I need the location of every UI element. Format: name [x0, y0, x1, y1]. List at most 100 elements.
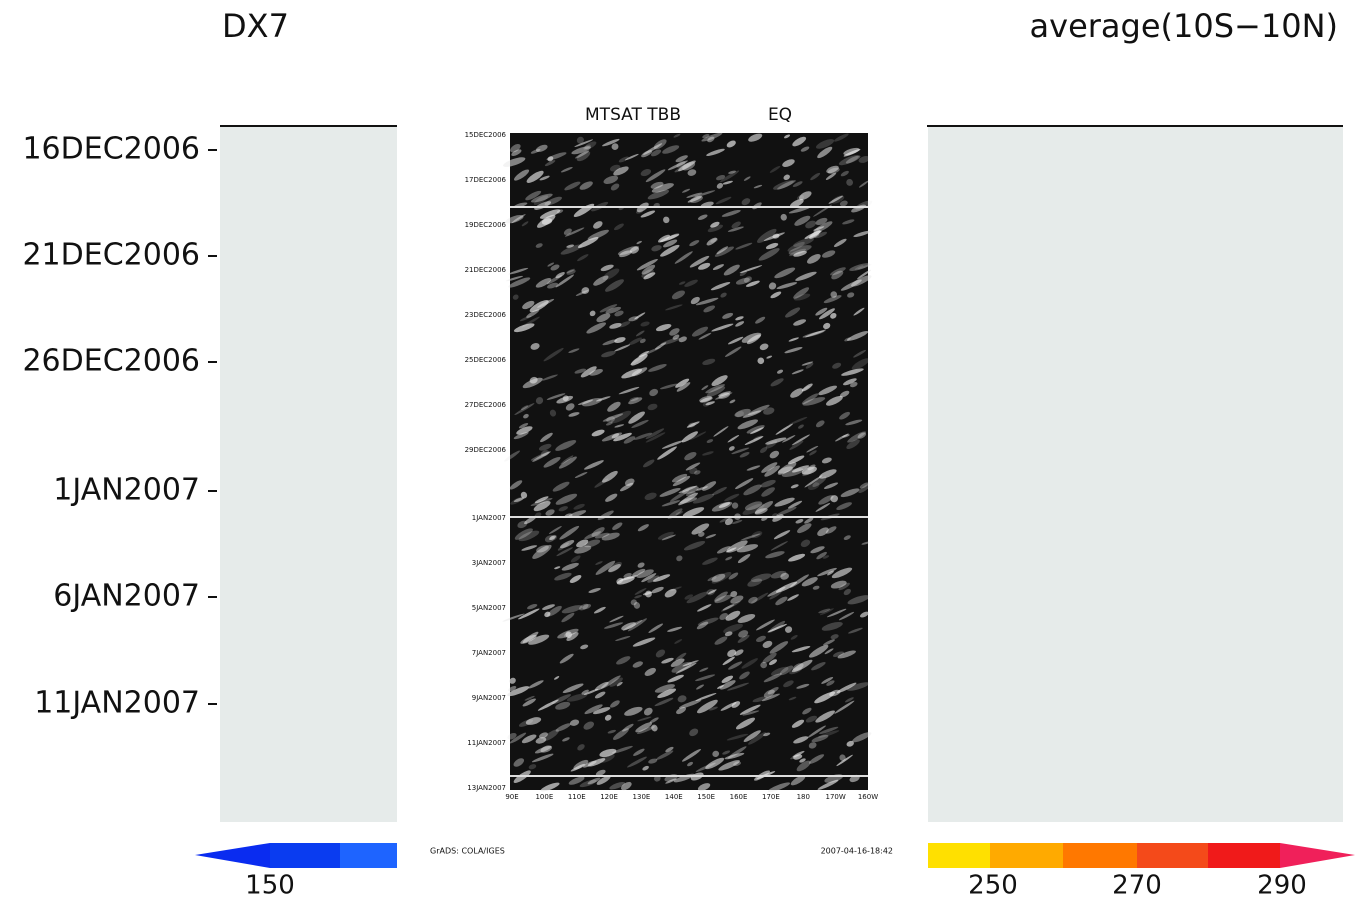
cloud	[719, 516, 731, 523]
cloud	[763, 689, 775, 698]
cloud	[832, 651, 845, 657]
cloud	[532, 544, 552, 559]
cloud	[566, 244, 575, 248]
cloud	[720, 292, 727, 298]
cloud	[602, 138, 620, 147]
cloud	[706, 588, 716, 596]
cloud	[689, 431, 707, 441]
cloud	[743, 484, 762, 496]
cloud	[674, 639, 683, 644]
cloud	[635, 722, 653, 733]
cloud	[793, 293, 811, 301]
cloud	[824, 648, 834, 655]
cloud	[702, 451, 714, 456]
cloud	[560, 455, 574, 465]
cloud	[765, 551, 785, 559]
cloud	[848, 627, 863, 634]
cloud	[801, 577, 818, 587]
cloud	[788, 553, 806, 562]
cloud	[742, 503, 765, 515]
cloud	[659, 383, 678, 390]
cloud	[724, 493, 740, 502]
cloud	[723, 623, 743, 634]
cloud	[691, 326, 709, 337]
cloud	[721, 600, 741, 612]
cloud	[544, 196, 562, 206]
cloud	[725, 547, 737, 553]
cloud	[605, 422, 613, 426]
cloud	[618, 386, 640, 395]
cloud	[526, 170, 544, 183]
cloud	[589, 368, 603, 376]
cloud	[836, 502, 852, 511]
cloud	[782, 159, 795, 167]
cloud	[773, 180, 794, 190]
cloud	[744, 501, 763, 511]
cloud	[859, 482, 869, 489]
cloud	[595, 769, 606, 777]
cloud	[788, 696, 797, 701]
cloud	[558, 456, 577, 469]
cloud	[724, 518, 733, 526]
cloud	[561, 612, 575, 623]
cloud	[838, 611, 855, 621]
cloud	[599, 304, 618, 313]
cloud	[547, 156, 554, 162]
cloud	[630, 354, 648, 366]
cloud	[776, 369, 784, 374]
cloud	[793, 237, 814, 247]
cloud	[815, 420, 825, 428]
cloud	[591, 527, 605, 537]
y-tick-label: 6JAN2007	[53, 579, 200, 614]
cloud	[849, 263, 871, 271]
cloud	[830, 267, 846, 276]
cloud	[735, 242, 753, 250]
cloud	[577, 237, 599, 248]
cloud	[769, 450, 780, 459]
cloud	[735, 411, 744, 418]
cloud	[817, 146, 833, 159]
y-tick-label: 11JAN2007	[34, 686, 200, 721]
cloud	[832, 362, 842, 369]
cloud	[760, 447, 768, 453]
cloud	[751, 592, 769, 604]
cloud	[685, 491, 696, 497]
cloud	[535, 243, 543, 248]
cloud	[830, 634, 839, 640]
cloud	[770, 570, 787, 579]
cloud	[840, 279, 862, 291]
cloud	[634, 595, 643, 599]
cloud	[672, 334, 680, 340]
cloud	[603, 175, 619, 184]
cloud	[726, 733, 749, 741]
cloud	[699, 667, 709, 672]
cloud	[766, 355, 773, 359]
cloud	[530, 497, 553, 506]
cloud	[535, 144, 548, 152]
cloud	[741, 332, 762, 343]
cloud	[637, 716, 652, 722]
cloud	[583, 144, 591, 150]
cloud	[755, 316, 766, 324]
cloud	[640, 210, 656, 218]
cloud	[707, 224, 723, 233]
cloud	[711, 323, 734, 332]
cloud	[540, 432, 553, 443]
cloud	[799, 758, 806, 763]
cloud	[554, 572, 572, 581]
cloud	[830, 312, 837, 319]
cloud	[641, 269, 654, 278]
cloud	[575, 290, 589, 296]
cloud	[768, 620, 786, 633]
cloud	[847, 682, 870, 691]
cloud	[722, 312, 734, 319]
cloud	[833, 238, 847, 248]
cloud	[576, 539, 589, 548]
cloud	[760, 479, 776, 488]
cloud	[811, 734, 829, 743]
cloud	[763, 732, 771, 737]
cloud	[529, 376, 538, 384]
cloud	[508, 686, 517, 692]
cloud	[733, 761, 742, 767]
